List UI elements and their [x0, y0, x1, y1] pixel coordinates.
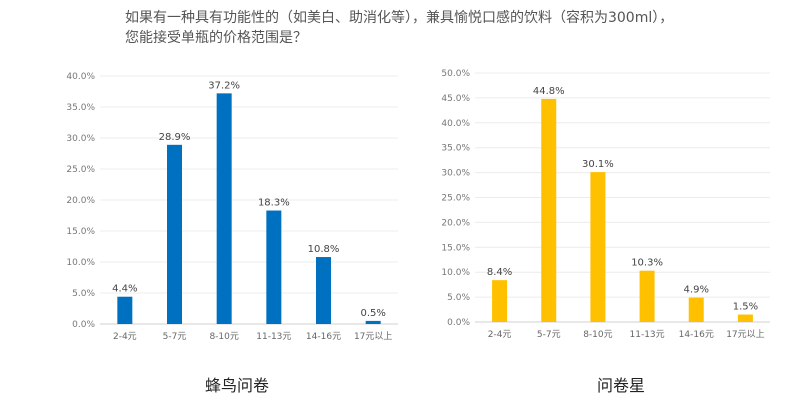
bar — [117, 296, 133, 324]
x-tick-label: 11-13元 — [256, 332, 291, 342]
y-tick-label: 25.0% — [66, 165, 95, 175]
bar — [541, 98, 557, 323]
y-tick-label: 30.0% — [441, 169, 470, 179]
y-tick-label: 0.0% — [72, 320, 95, 330]
y-tick-label: 45.0% — [441, 94, 470, 104]
x-tick-label: 17元以上 — [726, 329, 764, 340]
y-tick-label: 5.0% — [72, 289, 95, 299]
bar — [316, 257, 331, 324]
bar — [492, 280, 508, 322]
chart-title-left: 蜂鸟问卷 — [205, 376, 270, 395]
y-tick-label: 10.0% — [441, 268, 470, 278]
data-label: 4.4% — [112, 284, 137, 295]
y-tick-label: 15.0% — [441, 243, 470, 253]
data-label: 30.1% — [582, 159, 614, 170]
question-title: 如果有一种具有功能性的（如美白、助消化等），兼具愉悦口感的饮料（容积为300ml… — [125, 10, 674, 46]
bar — [216, 93, 232, 324]
data-label: 8.4% — [487, 267, 512, 278]
y-tick-label: 40.0% — [66, 72, 95, 82]
data-label: 10.3% — [631, 258, 663, 269]
bar — [737, 314, 753, 322]
x-tick-label: 17元以上 — [354, 331, 392, 342]
y-tick-label: 35.0% — [441, 144, 470, 154]
x-tick-label: 14-16元 — [679, 330, 714, 340]
data-label: 37.2% — [208, 80, 240, 91]
y-tick-label: 30.0% — [66, 134, 95, 144]
y-tick-label: 10.0% — [66, 258, 95, 268]
y-tick-label: 25.0% — [441, 194, 470, 204]
x-tick-label: 5-7元 — [537, 330, 561, 340]
data-label: 1.5% — [733, 302, 758, 313]
data-label: 18.3% — [258, 198, 290, 209]
y-tick-label: 5.0% — [447, 293, 470, 303]
data-label: 0.5% — [360, 308, 385, 319]
bar — [167, 144, 182, 324]
data-label: 28.9% — [159, 132, 191, 143]
chart-title-right: 问卷星 — [597, 376, 646, 395]
bar — [688, 297, 704, 322]
y-tick-label: 20.0% — [66, 196, 95, 206]
bar — [266, 210, 282, 324]
y-tick-label: 0.0% — [447, 318, 470, 328]
x-tick-label: 2-4元 — [113, 332, 137, 342]
x-tick-label: 2-4元 — [488, 330, 512, 340]
bar — [639, 270, 655, 322]
bar — [365, 320, 381, 324]
y-tick-label: 40.0% — [441, 119, 470, 129]
x-tick-label: 5-7元 — [163, 332, 187, 342]
y-tick-label: 50.0% — [441, 69, 470, 79]
y-tick-label: 15.0% — [66, 227, 95, 237]
data-label: 4.9% — [684, 285, 709, 296]
bar — [590, 172, 606, 322]
data-label: 44.8% — [533, 86, 565, 97]
y-tick-label: 35.0% — [66, 103, 95, 113]
data-label: 10.8% — [308, 244, 340, 255]
x-tick-label: 8-10元 — [583, 330, 612, 340]
x-tick-label: 11-13元 — [630, 330, 665, 340]
x-tick-label: 8-10元 — [209, 332, 238, 342]
x-tick-label: 14-16元 — [306, 332, 341, 342]
y-tick-label: 20.0% — [441, 218, 470, 228]
